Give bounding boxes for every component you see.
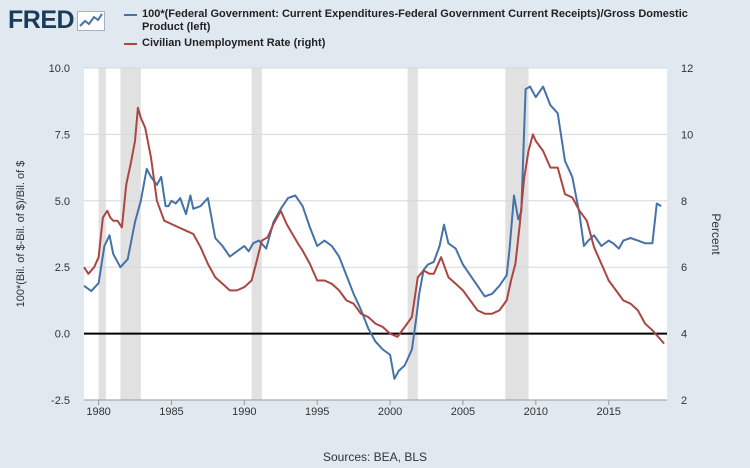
chart-sparkline-icon — [77, 10, 106, 31]
plot-area — [84, 68, 667, 400]
y-left-tick-label: 5.0 — [55, 196, 70, 208]
legend-label-deficit: 100*(Federal Government: Current Expendi… — [142, 8, 688, 33]
y-left-tick-label: 0.0 — [55, 329, 70, 341]
y-right-tick-label: 10 — [681, 129, 693, 141]
chart-legend: 100*(Federal Government: Current Expendi… — [124, 8, 724, 53]
series-line-unemployment — [83, 106, 665, 345]
legend-item-unemployment: Civilian Unemployment Rate (right) — [124, 37, 724, 50]
line-chart: -2.5 0.0 2.5 5.0 7.5 10.0 2 4 6 8 10 12 1980 1985 1990… — [15, 63, 723, 418]
legend-swatch-deficit — [124, 14, 137, 16]
series-line-deficit — [83, 85, 662, 380]
fred-logo-text: FRED — [8, 6, 75, 34]
y-left-tick-label: 2.5 — [55, 262, 70, 274]
y-right-tick-label: 6 — [681, 262, 687, 274]
x-tick-label: 1985 — [159, 406, 183, 418]
y-left-tick-label: 10.0 — [49, 63, 70, 75]
y-right-tick-label: 12 — [681, 63, 693, 75]
y-right-tick-label: 4 — [681, 329, 687, 341]
recession-band — [407, 68, 418, 400]
y-right-tick-label: 2 — [681, 395, 687, 407]
legend-swatch-unemployment — [124, 43, 137, 45]
fred-logo[interactable]: FRED — [8, 6, 106, 35]
x-tick-label: 2000 — [378, 406, 402, 418]
x-tick-label: 2010 — [524, 406, 548, 418]
legend-item-deficit: 100*(Federal Government: Current Expendi… — [124, 8, 724, 34]
x-tick-label: 2015 — [596, 406, 620, 418]
recession-band — [98, 68, 106, 400]
y-left-tick-label: 7.5 — [55, 129, 70, 141]
recession-band — [251, 68, 262, 400]
y-right-axis-title: Percent — [709, 213, 723, 255]
x-tick-label: 1995 — [305, 406, 329, 418]
recession-band — [120, 68, 141, 400]
y-left-tick-label: -2.5 — [51, 395, 70, 407]
x-tick-label: 1990 — [232, 406, 256, 418]
y-left-axis-title: 100*(Bil. of $-Bil. of $)/Bil. of $ — [15, 161, 27, 308]
legend-label-unemployment: Civilian Unemployment Rate (right) — [142, 37, 326, 49]
y-right-tick-label: 8 — [681, 196, 687, 208]
x-tick-label: 1980 — [86, 406, 110, 418]
source-note: Sources: BEA, BLS — [322, 450, 428, 464]
x-tick-label: 2005 — [451, 406, 475, 418]
